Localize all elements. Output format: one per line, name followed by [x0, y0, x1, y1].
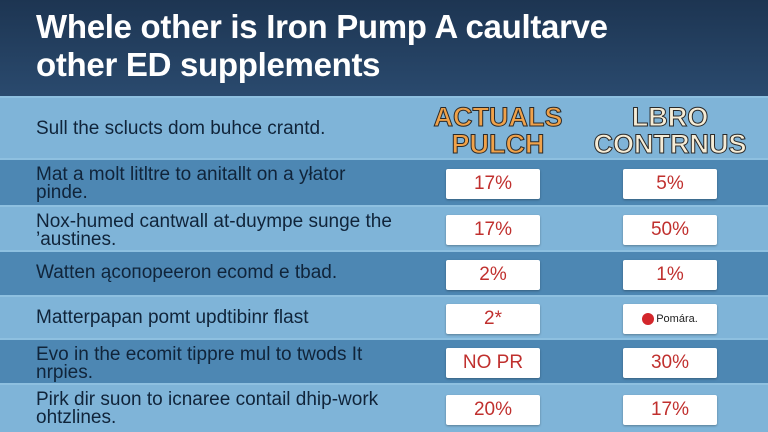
value-cell: 2% [446, 259, 540, 290]
value-cell: 5% [623, 168, 717, 199]
value-cell: 1% [623, 259, 717, 290]
row-label: Evo in the ecomit tippre mul to twods It… [36, 344, 363, 383]
value-cell: 2* [446, 303, 540, 334]
value-cell: Pomára. [623, 303, 717, 334]
table-row: Pirk dir suon to icnaree contail dhip-wo… [0, 383, 768, 432]
title-line: other ED supplements [36, 46, 381, 83]
row-label: Mat a molt litltre to anitallt on a yłat… [36, 164, 346, 203]
value-cell: 17% [446, 214, 540, 245]
value-cell: 50% [623, 214, 717, 245]
row-label: Watten ącoпopeeron ecomd e tbad. [36, 262, 338, 283]
row-label: Nox-humed cantwall at-duympe sunge the ’… [36, 211, 392, 250]
title-line: Whele other is Iron Pump A caultarve [36, 8, 608, 45]
value-cell: 20% [446, 394, 540, 425]
column-header: Sull the sclucts dom buhce crantd. [36, 118, 326, 139]
column-header: LBRO CONTRNUS [593, 102, 747, 159]
table-row: Mat a molt litltre to anitallt on a yłat… [0, 158, 768, 207]
table-row: Matterpapan pomt updtibinr flast 2* Pomára… [0, 295, 768, 340]
value-cell: NO PR [446, 347, 540, 378]
table-row: Evo in the ecomit tippre mul to twods It… [0, 338, 768, 385]
title-band: Whele other is Iron Pump A caultarve oth… [0, 0, 768, 96]
logo-icon [642, 312, 655, 325]
row-label: Matterpapan pomt updtibinr flast [36, 307, 309, 328]
value-cell: 17% [446, 168, 540, 199]
header-row: Sull the sclucts dom buhce crantd. ACTUA… [0, 96, 768, 160]
value-cell: 30% [623, 347, 717, 378]
table-row: Nox-humed cantwall at-duympe sunge the ’… [0, 205, 768, 252]
value-cell: 17% [623, 394, 717, 425]
column-header: ACTUALS PULCH [433, 102, 563, 159]
table-row: Watten ącoпopeeron ecomd e tbad. 2% 1% [0, 250, 768, 297]
row-label: Pirk dir suon to icnaree contail dhip-wo… [36, 389, 379, 428]
